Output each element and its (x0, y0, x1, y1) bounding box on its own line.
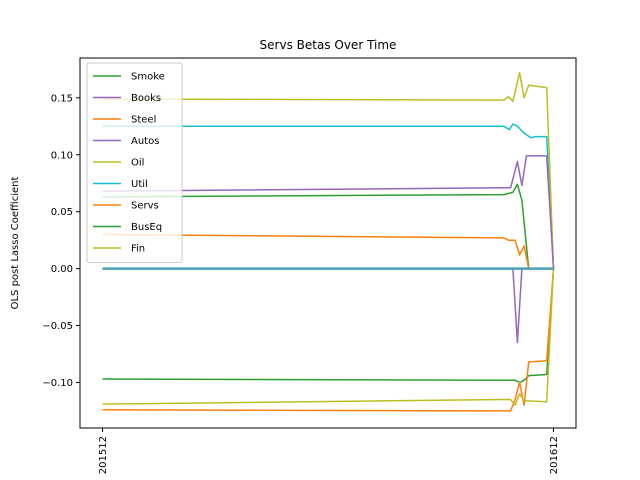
series-line (102, 233, 554, 270)
plot-frame (79, 57, 577, 429)
legend-item-label: BusEq (131, 222, 162, 233)
x-tick-label: 201612 (549, 436, 560, 474)
legend-item-label: Fin (131, 244, 145, 255)
x-tick-label: 201512 (98, 436, 109, 474)
chart-title: Servs Betas Over Time (260, 38, 397, 52)
legend-item-label: Util (131, 179, 148, 190)
legend-box (86, 62, 183, 263)
series-line (102, 267, 554, 344)
series-line (102, 72, 555, 269)
y-tick-label: 0.15 (51, 93, 73, 104)
y-tick-label: −0.05 (42, 321, 73, 332)
series-line (102, 268, 555, 412)
series-line (102, 155, 555, 269)
legend: Smoke Books Steel Autos Oil Util Servs BusEq Fin (86, 62, 183, 263)
series-line (102, 123, 555, 269)
series-line (102, 268, 555, 384)
y-axis-label: OLS post Lasso Coefficient (10, 177, 21, 310)
x-axis: 201512 201612 (98, 428, 560, 474)
y-axis: −0.10 −0.05 0.00 0.05 0.10 0.15 (42, 93, 80, 389)
legend-item-label: Autos (131, 136, 159, 147)
legend-item-label: Smoke (131, 72, 165, 83)
legend-item-label: Books (131, 93, 161, 104)
y-tick-label: 0.05 (51, 207, 73, 218)
y-tick-label: 0.10 (51, 150, 73, 161)
legend-item-label: Servs (131, 201, 159, 212)
legend-item-label: Oil (131, 158, 144, 169)
y-tick-label: 0.00 (51, 264, 73, 275)
legend-item-label: Steel (131, 115, 156, 126)
series-line (102, 268, 555, 406)
y-tick-label: −0.10 (42, 378, 73, 389)
plot-lines (102, 72, 555, 412)
